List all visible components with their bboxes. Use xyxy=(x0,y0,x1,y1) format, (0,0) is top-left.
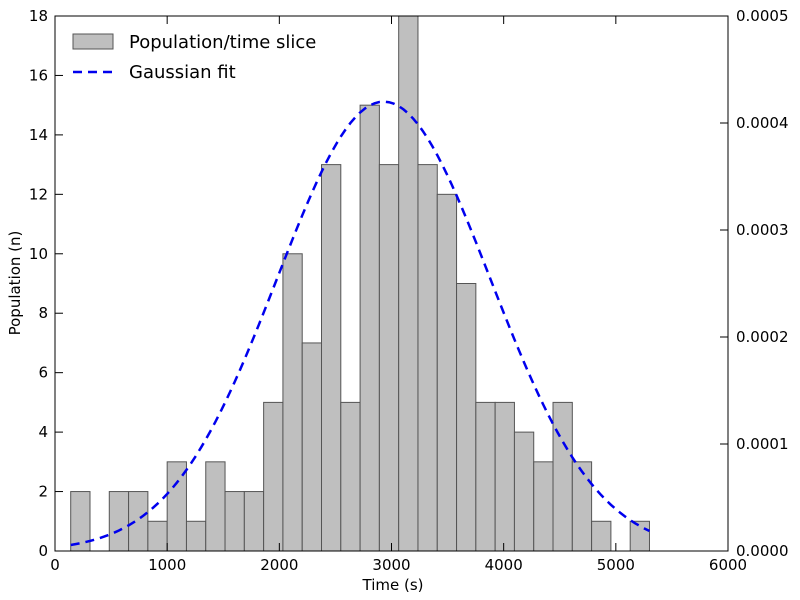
y2-tick-label: 0.0000 xyxy=(736,542,789,560)
histogram-bar xyxy=(205,461,226,552)
legend-swatch-histogram xyxy=(72,33,114,50)
y-tick-label: 2 xyxy=(38,483,48,501)
y-tick-label: 10 xyxy=(29,245,48,263)
x-tick-label: 6000 xyxy=(709,556,747,574)
y-tick-label: 6 xyxy=(38,364,48,382)
histogram-bar xyxy=(513,431,535,552)
histogram-bar xyxy=(629,520,650,552)
y-axis-label: Population (n) xyxy=(6,231,24,336)
histogram-bar xyxy=(552,401,573,552)
histogram-bar xyxy=(243,491,265,552)
y2-tick-label: 0.0004 xyxy=(736,114,789,132)
histogram-bar xyxy=(571,461,593,552)
y2-tick-label: 0.0001 xyxy=(736,435,789,453)
histogram-bars xyxy=(70,15,650,552)
y2-axis-ticks: 0.0000 0.0001 0.0002 0.0003 0.0004 0.0005 xyxy=(720,7,789,560)
histogram-bar xyxy=(282,253,303,552)
histogram-bar xyxy=(301,342,323,552)
histogram-bar xyxy=(398,15,419,552)
histogram-bar xyxy=(494,401,515,552)
histogram-bar xyxy=(263,401,284,552)
legend-label-gaussian: Gaussian fit xyxy=(129,62,236,83)
histogram-bar xyxy=(436,193,458,552)
gaussian-fit-line xyxy=(70,100,651,547)
x-tick-label: 4000 xyxy=(485,556,523,574)
x-tick-label: 0 xyxy=(50,556,60,574)
histogram-bar xyxy=(378,164,400,552)
y2-tick-label: 0.0002 xyxy=(736,328,789,346)
histogram-bar xyxy=(108,491,130,552)
histogram-bar xyxy=(185,520,207,552)
x-axis-ticks: 0 1000 2000 3000 4000 5000 6000 xyxy=(50,16,747,574)
histogram-bar xyxy=(147,520,168,552)
histogram-bar xyxy=(321,164,342,552)
histogram-bar xyxy=(359,104,380,552)
y2-tick-label: 0.0005 xyxy=(736,7,789,25)
histogram-bar xyxy=(417,164,438,552)
x-tick-label: 3000 xyxy=(372,556,410,574)
y-tick-label: 14 xyxy=(29,126,48,144)
x-tick-label: 2000 xyxy=(260,556,298,574)
histogram-bar xyxy=(475,401,496,552)
x-tick-label: 5000 xyxy=(597,556,635,574)
histogram-bar xyxy=(456,283,477,552)
y-tick-label: 12 xyxy=(29,185,48,203)
legend: Population/time slice Gaussian fit xyxy=(72,32,316,83)
y-tick-label: 4 xyxy=(38,423,48,441)
legend-label-histogram: Population/time slice xyxy=(129,32,316,53)
y-tick-label: 0 xyxy=(38,542,48,560)
histogram-bar xyxy=(591,520,612,552)
y-tick-label: 16 xyxy=(29,66,48,84)
y-axis-ticks: 0 2 4 6 8 10 12 14 16 18 xyxy=(29,7,63,560)
histogram-bar xyxy=(224,491,245,552)
x-tick-label: 1000 xyxy=(148,556,186,574)
y-tick-label: 18 xyxy=(29,7,48,25)
histogram-bar xyxy=(128,491,149,552)
histogram-bar xyxy=(340,401,361,552)
y2-tick-label: 0.0003 xyxy=(736,221,789,239)
x-axis-label: Time (s) xyxy=(362,576,424,594)
y-tick-label: 8 xyxy=(38,304,48,322)
histogram-bar xyxy=(533,461,554,552)
